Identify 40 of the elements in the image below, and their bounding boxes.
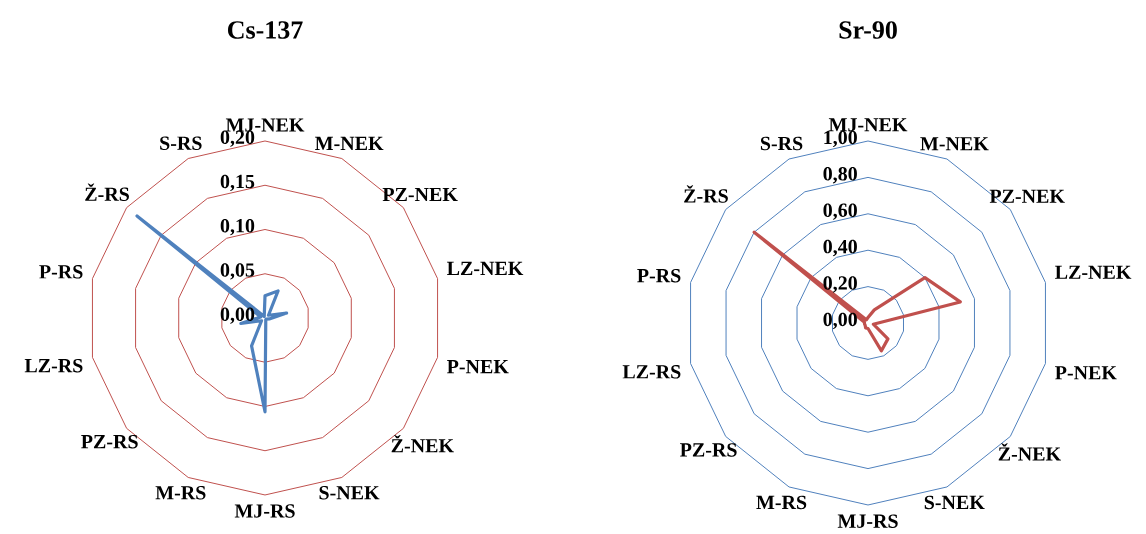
spoke-label: P-RS (39, 265, 83, 279)
y-tick-label: 0,60 (823, 203, 857, 220)
chart-title: Sr-90 (839, 21, 897, 39)
y-tick-label: 0,00 (220, 307, 255, 324)
spoke-label: LZ-NEK (447, 261, 524, 275)
y-tick-label: 0,20 (823, 276, 857, 293)
spoke-label: PZ-RS (680, 443, 737, 457)
spoke-label: P-RS (637, 268, 681, 283)
spoke-label: S-RS (760, 136, 803, 151)
spoke-label: MJ-NEK (225, 118, 305, 132)
y-tick-label: 1,00 (824, 130, 857, 148)
y-tick-label: 0,10 (220, 218, 255, 236)
spoke-label: S-RS (160, 136, 202, 150)
spoke-label: S-NEK (924, 495, 985, 510)
spoke-label: PZ-NEK (989, 189, 1065, 203)
y-tick-label: 0,05 (220, 263, 255, 280)
spoke-label: MJ-NEK (828, 118, 908, 132)
chart-title: Cs-137 (228, 21, 303, 39)
spoke-label: M-RS (155, 486, 206, 500)
spoke-label: MJ-RS (234, 504, 295, 518)
spoke-label: LZ-RS (622, 365, 681, 379)
spoke-label: PZ-NEK (382, 187, 458, 202)
spoke-label: MJ-RS (837, 514, 898, 528)
spoke-label: PZ-RS (81, 434, 138, 449)
spoke-label: Ž-NEK (998, 443, 1061, 461)
spoke-label: M-NEK (920, 137, 989, 151)
spoke-label: M-RS (756, 495, 807, 510)
y-tick-label: 0,15 (220, 174, 255, 192)
spoke-label: P-NEK (447, 360, 509, 374)
spoke-label: LZ-NEK (1055, 265, 1132, 279)
spoke-label: Ž-RS (684, 185, 728, 203)
y-tick-label: 0,40 (823, 239, 857, 257)
y-tick-label: 0,20 (220, 130, 255, 147)
spoke-label: S-NEK (319, 486, 380, 500)
spoke-label: Ž-RS (85, 183, 129, 202)
y-tick-label: 0,80 (823, 167, 857, 184)
spoke-label: P-NEK (1055, 366, 1117, 380)
spoke-label: LZ-RS (24, 358, 83, 373)
spoke-label: Ž-NEK (391, 434, 454, 453)
spoke-label: M-NEK (315, 136, 384, 150)
